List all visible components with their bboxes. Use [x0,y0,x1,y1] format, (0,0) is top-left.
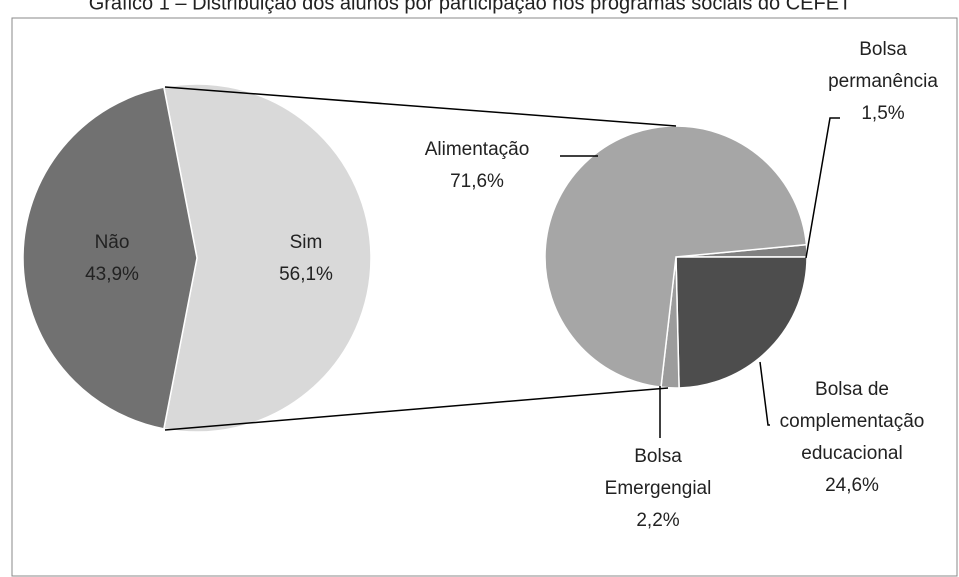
plot-border [11,17,958,577]
slice-label: Alimentação [425,139,530,160]
slice-label: Não [95,232,130,253]
slice-value-label: 24,6% [825,475,879,496]
leader-line [805,117,840,259]
pie-slice [675,256,808,389]
slice-label: Bolsa de complementação educacional [780,379,925,464]
connector [164,86,677,127]
slice-label: Sim [290,232,323,253]
chart-title: Gráfico 1 – Distribuição dos alunos por … [89,0,852,14]
slice-value-label: 71,6% [450,171,504,192]
pie-slice [544,125,808,388]
slice-value-label: 1,5% [861,103,904,124]
slice-value-label: 43,9% [85,264,139,285]
slice-value-label: 56,1% [279,264,333,285]
leader-line [759,361,770,426]
slice-label: Bolsa Emergengial [605,446,712,499]
slice-value-label: 2,2% [636,510,679,531]
connector [164,387,669,431]
slice-label: Bolsa permanência [828,39,938,92]
pie-slice [22,86,198,430]
